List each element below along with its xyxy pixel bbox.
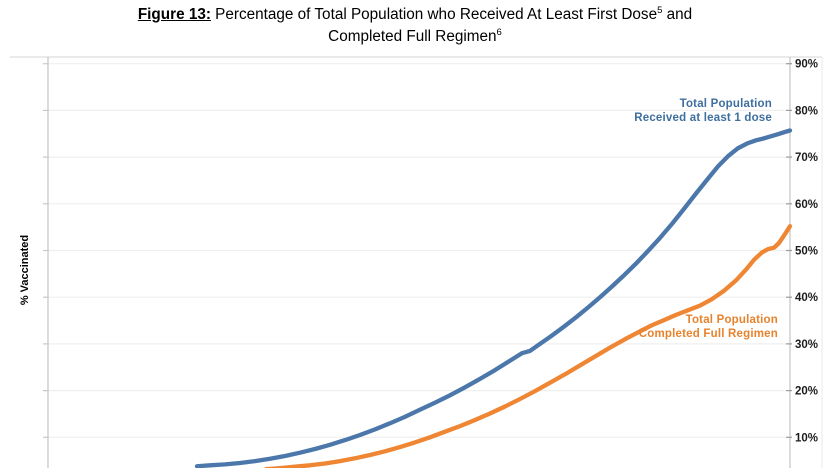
series-label-full-regimen-line2: Completed Full Regimen (638, 327, 778, 340)
figure-title-line2: Completed Full Regimen (328, 27, 497, 45)
figure-title-line1-tail: and (662, 6, 693, 23)
series-label-first-dose: Total Population Received at least 1 dos… (634, 98, 772, 125)
series-label-full-regimen: Total Population Completed Full Regimen (639, 314, 778, 341)
y-tick-label: 10% (795, 432, 818, 444)
y-axis-title: % Vaccinated (19, 234, 31, 306)
footnote-marker-6: 6 (496, 26, 502, 38)
y-tick-label: 30% (795, 339, 818, 351)
y-tick-label: 40% (795, 292, 818, 304)
y-tick-label: 70% (795, 152, 818, 164)
series-line-first-dose (194, 128, 793, 468)
y-tick-label: 20% (795, 386, 818, 398)
footnote-marker-5: 5 (657, 4, 663, 16)
y-tick-label: 80% (795, 105, 818, 117)
y-tick-label: 90% (795, 59, 818, 71)
series-label-first-dose-line2: Received at least 1 dose (634, 111, 772, 124)
y-tick-label: 50% (795, 246, 818, 258)
figure-title: Figure 13: Percentage of Total Populatio… (0, 4, 830, 47)
series-line-full-regimen (264, 224, 793, 468)
series-label-full-regimen-line1: Total Population (685, 314, 778, 326)
y-tick-label: 60% (795, 199, 818, 211)
figure-number-label: Figure 13: (137, 6, 211, 23)
series-label-first-dose-line1: Total Population (679, 98, 772, 110)
figure-title-line1: Percentage of Total Population who Recei… (210, 6, 658, 23)
